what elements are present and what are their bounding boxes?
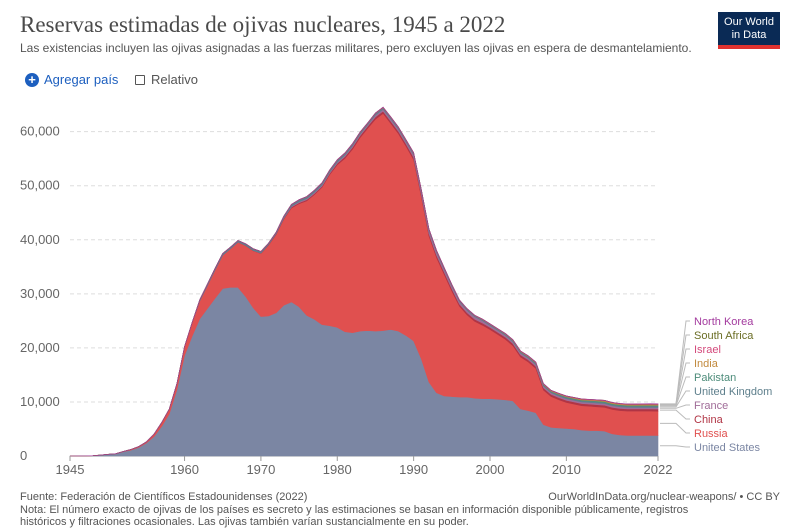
legend-label: Israel [694,344,721,356]
legend-connector [660,409,690,420]
x-tick-label: 1970 [246,462,275,477]
legend-connector [660,362,690,406]
logo-line-1: Our World [724,16,774,28]
legend-label: India [694,358,719,370]
legend-connector [660,376,690,407]
x-tick-label: 2022 [644,462,673,477]
y-tick-label: 50,000 [20,178,60,193]
y-tick-label: 20,000 [20,340,60,355]
x-tick-label: 1980 [323,462,352,477]
legend-connector [660,348,690,405]
y-tick-label: 60,000 [20,124,60,139]
x-tick-label: 1990 [399,462,428,477]
add-country-button[interactable]: + Agregar país [25,72,118,87]
legend-label: North Korea [694,316,754,328]
legend-label: China [694,414,724,426]
x-tick-label: 2000 [476,462,505,477]
series-area [69,106,659,457]
checkbox-icon [135,74,145,85]
legend-label: Pakistan [694,372,736,384]
relative-toggle[interactable]: Relativo [135,72,198,87]
x-tick-label: 1960 [170,462,199,477]
footer-notes: Fuente: Federación de Científicos Estado… [20,491,720,529]
logo-line-2: in Data [731,29,767,41]
x-tick-label: 2010 [552,462,581,477]
legend-connector [660,390,690,408]
plus-circle-icon: + [25,72,39,87]
y-tick-label: 30,000 [20,286,60,301]
y-tick-label: 40,000 [20,232,60,247]
stacked-area-chart: 0 10,000 20,000 30,000 40,000 50,000 60,000 194… [20,106,772,477]
legend-connector [660,334,690,405]
footer-url[interactable]: OurWorldInData.org/nuclear-weapons/ • CC… [548,491,780,503]
legend-label: France [694,400,728,412]
chart-title: Reservas estimadas de ojivas nucleares, … [20,12,506,37]
source-note: Fuente: Federación de Científicos Estado… [20,491,308,503]
y-tick-label: 0 [20,448,27,463]
legend-connector [660,422,690,434]
x-tick-label: 1945 [56,462,85,477]
legend-connector [660,445,690,448]
chart-subtitle: Las existencias incluyen las ojivas asig… [20,41,692,55]
relative-label: Relativo [151,72,198,87]
legend-connector [660,404,690,409]
y-tick-label: 10,000 [20,394,60,409]
add-country-label: Agregar país [44,72,119,87]
legend-label: United States [694,442,761,454]
legend-label: South Africa [694,330,754,342]
disclaimer-note: Nota: El número exacto de ojivas de los … [20,503,689,529]
legend-label: Russia [694,428,729,440]
legend-label: United Kingdom [694,386,772,398]
owid-logo[interactable]: Our World in Data [718,12,780,49]
